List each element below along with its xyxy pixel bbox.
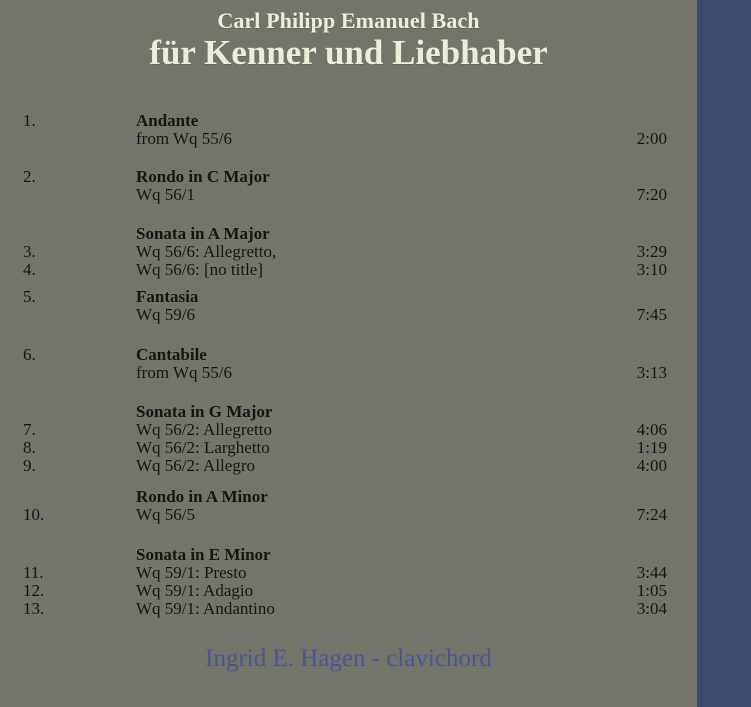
track-row: 13. Wq 59/1: Andantino 3:04 bbox=[0, 600, 697, 618]
track-row: 7. Wq 56/2: Allegretto 4:06 bbox=[0, 421, 697, 439]
track-row: 1. from Wq 55/6 2:00 bbox=[0, 112, 697, 148]
work-heading: Rondo in C Major bbox=[136, 167, 270, 186]
work-heading: Cantabile bbox=[136, 345, 207, 364]
track-subtitle: Wq 56/1 bbox=[136, 185, 196, 204]
track-subtitle: Wq 56/6: [no title] bbox=[136, 260, 264, 279]
performer-credit: Ingrid E. Hagen - clavichord bbox=[205, 645, 492, 672]
track-number: 10. bbox=[23, 505, 45, 524]
work-heading: Andante bbox=[136, 111, 199, 130]
work-heading: Sonata in G Major bbox=[136, 402, 273, 421]
track-number: 13. bbox=[23, 599, 45, 618]
track-row: 3. Wq 56/6: Allegretto, 3:29 bbox=[0, 243, 697, 261]
track-number: 11. bbox=[23, 563, 44, 582]
track-row: 11. Wq 59/1: Presto 3:44 bbox=[0, 564, 697, 582]
track-row: 4. Wq 56/6: [no title] 3:10 bbox=[0, 261, 697, 279]
track-number: 9. bbox=[23, 456, 36, 475]
track-number: 5. bbox=[23, 287, 36, 306]
track-duration: 7:45 bbox=[636, 305, 667, 324]
track-subtitle: Wq 56/2: Allegretto bbox=[136, 420, 272, 439]
track-duration: 3:10 bbox=[636, 260, 667, 279]
track-row: 8. Wq 56/2: Larghetto 1:19 bbox=[0, 439, 697, 457]
track-duration: 7:20 bbox=[636, 185, 667, 204]
header: Carl Philipp Emanuel Bach für Kenner und… bbox=[0, 0, 697, 72]
track-subtitle: from Wq 55/6 bbox=[136, 363, 233, 382]
accent-strip bbox=[697, 0, 751, 707]
track-duration: 4:00 bbox=[636, 456, 667, 475]
track-subtitle: Wq 59/6 bbox=[136, 305, 196, 324]
work-heading: Sonata in A Major bbox=[136, 224, 270, 243]
track-row: 6. from Wq 55/6 3:13 bbox=[0, 346, 697, 382]
track-subtitle: Wq 59/1: Andantino bbox=[136, 599, 275, 618]
track-row: 5. Wq 59/6 7:45 bbox=[0, 288, 697, 324]
track-duration: 3:04 bbox=[636, 599, 667, 618]
track-subtitle: Wq 56/5 bbox=[136, 505, 196, 524]
work-heading: Sonata in E Minor bbox=[136, 545, 271, 564]
track-number: 2. bbox=[23, 167, 36, 186]
track-duration: 2:00 bbox=[636, 129, 667, 148]
album-title: für Kenner und Liebhaber bbox=[149, 32, 548, 72]
track-number: 1. bbox=[23, 111, 36, 130]
album-back-cover: Carl Philipp Emanuel Bach für Kenner und… bbox=[0, 0, 697, 672]
track-row: 9. Wq 56/2: Allegro 4:00 bbox=[0, 457, 697, 475]
track-subtitle: Wq 59/1: Adagio bbox=[136, 581, 254, 600]
track-duration: 1:19 bbox=[636, 438, 667, 457]
track-row: 2. Wq 56/1 7:20 bbox=[0, 168, 697, 204]
track-number: 7. bbox=[23, 420, 36, 439]
track-number: 3. bbox=[23, 242, 36, 261]
track-number: 8. bbox=[23, 438, 36, 457]
track-subtitle: Wq 56/6: Allegretto, bbox=[136, 242, 277, 261]
track-duration: 1:05 bbox=[636, 581, 667, 600]
track-duration: 3:44 bbox=[636, 563, 667, 582]
track-duration: 3:29 bbox=[636, 242, 667, 261]
track-number: 6. bbox=[23, 345, 36, 364]
track-subtitle: Wq 56/2: Larghetto bbox=[136, 438, 270, 457]
track-duration: 7:24 bbox=[636, 505, 667, 524]
track-subtitle: Wq 56/2: Allegro bbox=[136, 456, 255, 475]
track-row: 12. Wq 59/1: Adagio 1:05 bbox=[0, 582, 697, 600]
track-number: 4. bbox=[23, 260, 36, 279]
work-heading: Rondo in A Minor bbox=[136, 487, 268, 506]
track-duration: 4:06 bbox=[636, 420, 667, 439]
track-subtitle: Wq 59/1: Presto bbox=[136, 563, 247, 582]
track-duration: 3:13 bbox=[636, 363, 667, 382]
composer-name: Carl Philipp Emanuel Bach bbox=[217, 8, 480, 33]
work-heading: Fantasia bbox=[136, 287, 199, 306]
track-row: 10. Wq 56/5 7:24 bbox=[0, 506, 697, 524]
track-number: 12. bbox=[23, 581, 45, 600]
track-subtitle: from Wq 55/6 bbox=[136, 129, 233, 148]
